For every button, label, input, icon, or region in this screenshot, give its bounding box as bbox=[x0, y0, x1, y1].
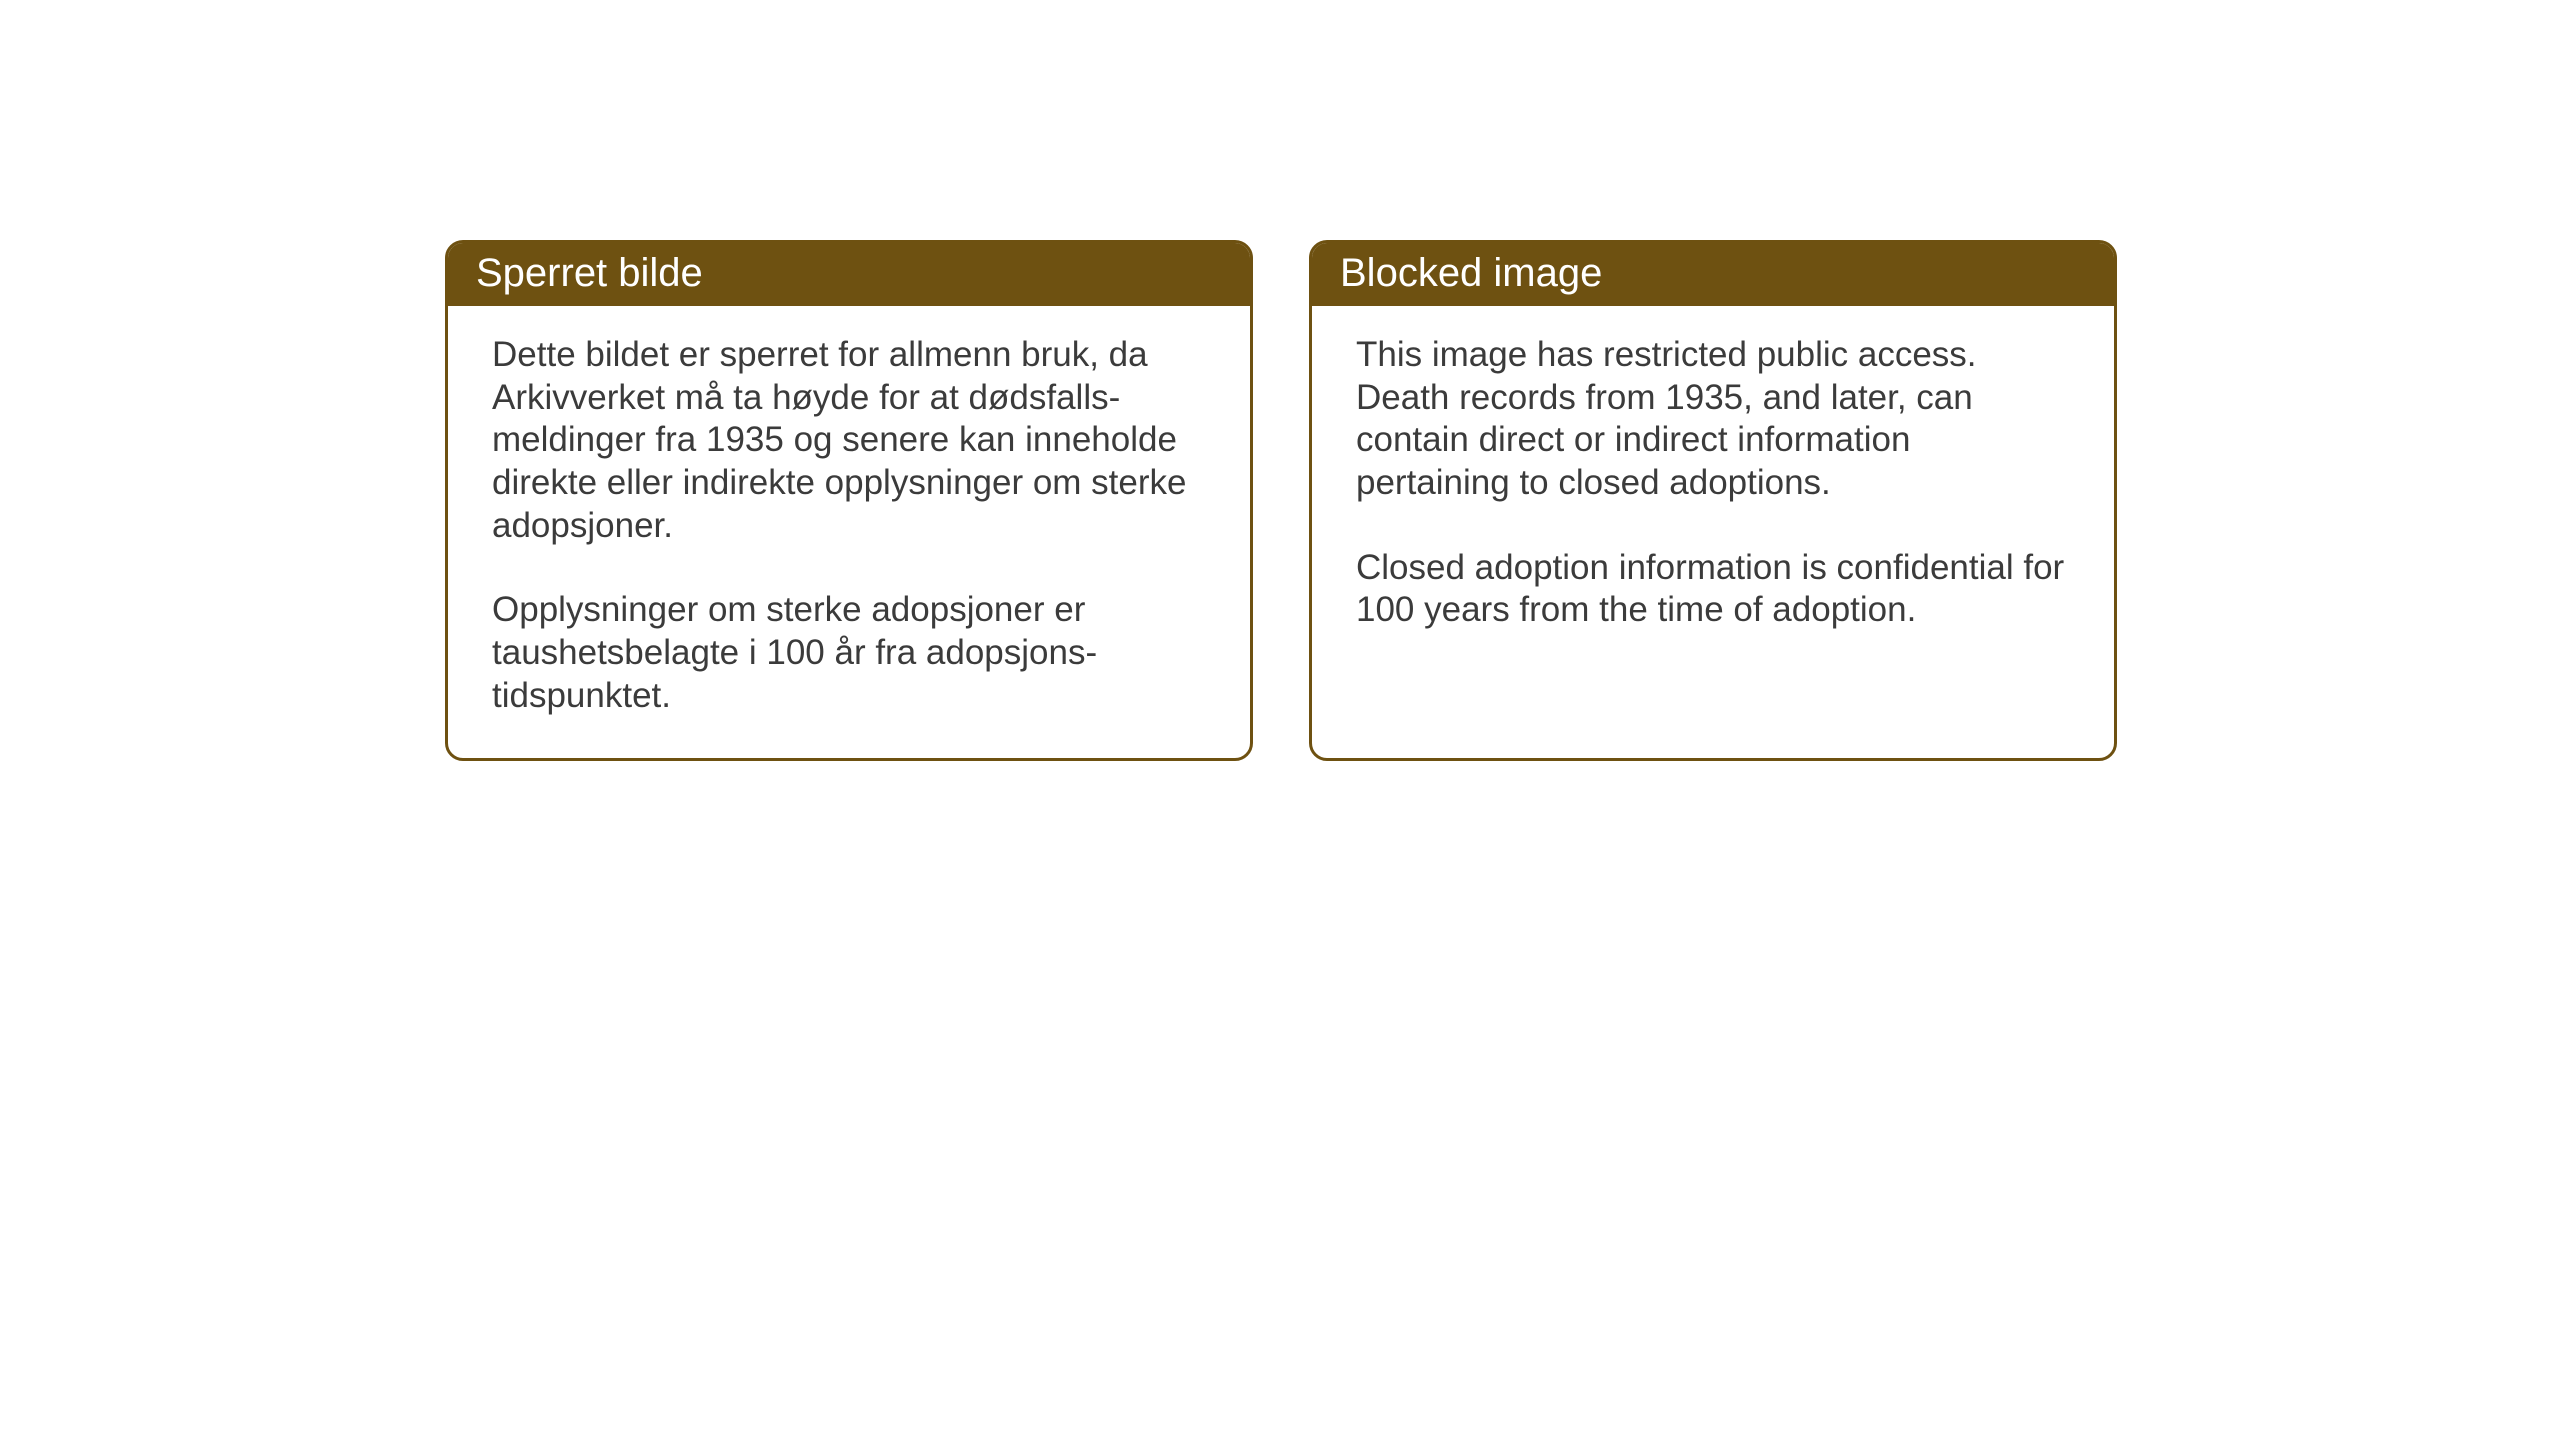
english-card-body: This image has restricted public access.… bbox=[1312, 306, 2114, 672]
norwegian-paragraph-1: Dette bildet er sperret for allmenn bruk… bbox=[492, 334, 1206, 547]
english-paragraph-2: Closed adoption information is confident… bbox=[1356, 547, 2070, 632]
norwegian-notice-card: Sperret bilde Dette bildet er sperret fo… bbox=[445, 240, 1253, 761]
norwegian-paragraph-2: Opplysninger om sterke adopsjoner er tau… bbox=[492, 589, 1206, 717]
notice-container: Sperret bilde Dette bildet er sperret fo… bbox=[445, 240, 2117, 761]
norwegian-card-body: Dette bildet er sperret for allmenn bruk… bbox=[448, 306, 1250, 758]
english-paragraph-1: This image has restricted public access.… bbox=[1356, 334, 2070, 505]
english-card-title: Blocked image bbox=[1312, 243, 2114, 306]
english-notice-card: Blocked image This image has restricted … bbox=[1309, 240, 2117, 761]
norwegian-card-title: Sperret bilde bbox=[448, 243, 1250, 306]
